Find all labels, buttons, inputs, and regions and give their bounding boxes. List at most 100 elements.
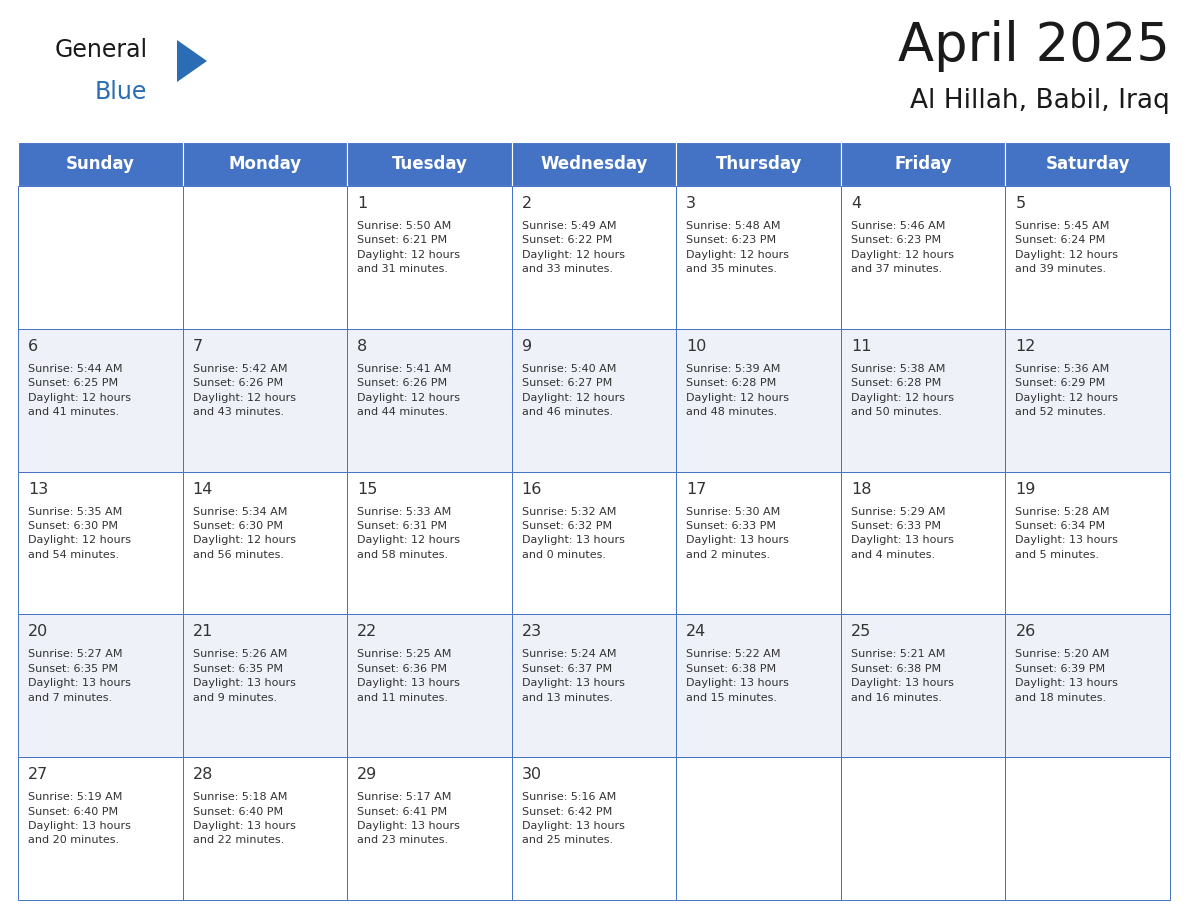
Text: 15: 15 [358, 482, 378, 497]
Text: Sunrise: 5:41 AM
Sunset: 6:26 PM
Daylight: 12 hours
and 44 minutes.: Sunrise: 5:41 AM Sunset: 6:26 PM Dayligh… [358, 364, 460, 417]
Text: Sunrise: 5:35 AM
Sunset: 6:30 PM
Daylight: 12 hours
and 54 minutes.: Sunrise: 5:35 AM Sunset: 6:30 PM Dayligh… [29, 507, 131, 560]
Text: Monday: Monday [228, 155, 302, 173]
Text: Sunrise: 5:27 AM
Sunset: 6:35 PM
Daylight: 13 hours
and 7 minutes.: Sunrise: 5:27 AM Sunset: 6:35 PM Dayligh… [29, 649, 131, 702]
Text: 30: 30 [522, 767, 542, 782]
Text: Sunrise: 5:28 AM
Sunset: 6:34 PM
Daylight: 13 hours
and 5 minutes.: Sunrise: 5:28 AM Sunset: 6:34 PM Dayligh… [1016, 507, 1118, 560]
Bar [18, 757, 183, 900]
Bar [841, 329, 1005, 472]
Text: Sunrise: 5:39 AM
Sunset: 6:28 PM
Daylight: 12 hours
and 48 minutes.: Sunrise: 5:39 AM Sunset: 6:28 PM Dayligh… [687, 364, 789, 417]
Text: Sunrise: 5:38 AM
Sunset: 6:28 PM
Daylight: 12 hours
and 50 minutes.: Sunrise: 5:38 AM Sunset: 6:28 PM Dayligh… [851, 364, 954, 417]
Bar [512, 329, 676, 472]
Bar [841, 614, 1005, 757]
Text: Sunrise: 5:25 AM
Sunset: 6:36 PM
Daylight: 13 hours
and 11 minutes.: Sunrise: 5:25 AM Sunset: 6:36 PM Dayligh… [358, 649, 460, 702]
Polygon shape [177, 40, 207, 82]
Bar [676, 614, 841, 757]
Text: 1: 1 [358, 196, 367, 211]
Bar [676, 142, 841, 186]
Bar [18, 472, 183, 614]
Text: Sunrise: 5:48 AM
Sunset: 6:23 PM
Daylight: 12 hours
and 35 minutes.: Sunrise: 5:48 AM Sunset: 6:23 PM Dayligh… [687, 221, 789, 274]
Text: Sunrise: 5:42 AM
Sunset: 6:26 PM
Daylight: 12 hours
and 43 minutes.: Sunrise: 5:42 AM Sunset: 6:26 PM Dayligh… [192, 364, 296, 417]
Text: 18: 18 [851, 482, 871, 497]
Text: 24: 24 [687, 624, 707, 640]
Text: 17: 17 [687, 482, 707, 497]
Bar [512, 757, 676, 900]
Bar [841, 142, 1005, 186]
Text: 28: 28 [192, 767, 213, 782]
Text: 19: 19 [1016, 482, 1036, 497]
Bar [1005, 329, 1170, 472]
Text: Thursday: Thursday [715, 155, 802, 173]
Bar [1005, 142, 1170, 186]
Text: Al Hillah, Babil, Iraq: Al Hillah, Babil, Iraq [910, 88, 1170, 114]
Text: Sunrise: 5:20 AM
Sunset: 6:39 PM
Daylight: 13 hours
and 18 minutes.: Sunrise: 5:20 AM Sunset: 6:39 PM Dayligh… [1016, 649, 1118, 702]
Text: 21: 21 [192, 624, 213, 640]
Bar [512, 614, 676, 757]
Bar [1005, 472, 1170, 614]
Bar [676, 472, 841, 614]
Bar [676, 186, 841, 329]
Text: Wednesday: Wednesday [541, 155, 647, 173]
Text: Sunrise: 5:30 AM
Sunset: 6:33 PM
Daylight: 13 hours
and 2 minutes.: Sunrise: 5:30 AM Sunset: 6:33 PM Dayligh… [687, 507, 789, 560]
Text: Sunrise: 5:36 AM
Sunset: 6:29 PM
Daylight: 12 hours
and 52 minutes.: Sunrise: 5:36 AM Sunset: 6:29 PM Dayligh… [1016, 364, 1118, 417]
Text: 29: 29 [358, 767, 378, 782]
Text: Sunrise: 5:26 AM
Sunset: 6:35 PM
Daylight: 13 hours
and 9 minutes.: Sunrise: 5:26 AM Sunset: 6:35 PM Dayligh… [192, 649, 296, 702]
Text: 2: 2 [522, 196, 532, 211]
Bar [347, 329, 512, 472]
Text: 6: 6 [29, 339, 38, 353]
Text: Sunrise: 5:40 AM
Sunset: 6:27 PM
Daylight: 12 hours
and 46 minutes.: Sunrise: 5:40 AM Sunset: 6:27 PM Dayligh… [522, 364, 625, 417]
Text: Sunday: Sunday [65, 155, 134, 173]
Bar [512, 186, 676, 329]
Text: Sunrise: 5:18 AM
Sunset: 6:40 PM
Daylight: 13 hours
and 22 minutes.: Sunrise: 5:18 AM Sunset: 6:40 PM Dayligh… [192, 792, 296, 845]
Bar [183, 329, 347, 472]
Text: 4: 4 [851, 196, 861, 211]
Bar [841, 472, 1005, 614]
Bar [512, 142, 676, 186]
Bar [183, 186, 347, 329]
Text: Sunrise: 5:22 AM
Sunset: 6:38 PM
Daylight: 13 hours
and 15 minutes.: Sunrise: 5:22 AM Sunset: 6:38 PM Dayligh… [687, 649, 789, 702]
Bar [347, 472, 512, 614]
Bar [841, 186, 1005, 329]
Bar [1005, 614, 1170, 757]
Text: 3: 3 [687, 196, 696, 211]
Bar [512, 472, 676, 614]
Bar [347, 614, 512, 757]
Bar [183, 142, 347, 186]
Bar [183, 757, 347, 900]
Text: Sunrise: 5:33 AM
Sunset: 6:31 PM
Daylight: 12 hours
and 58 minutes.: Sunrise: 5:33 AM Sunset: 6:31 PM Dayligh… [358, 507, 460, 560]
Text: Blue: Blue [95, 80, 147, 104]
Text: Sunrise: 5:29 AM
Sunset: 6:33 PM
Daylight: 13 hours
and 4 minutes.: Sunrise: 5:29 AM Sunset: 6:33 PM Dayligh… [851, 507, 954, 560]
Text: Sunrise: 5:45 AM
Sunset: 6:24 PM
Daylight: 12 hours
and 39 minutes.: Sunrise: 5:45 AM Sunset: 6:24 PM Dayligh… [1016, 221, 1118, 274]
Text: 7: 7 [192, 339, 203, 353]
Bar [18, 329, 183, 472]
Text: Sunrise: 5:46 AM
Sunset: 6:23 PM
Daylight: 12 hours
and 37 minutes.: Sunrise: 5:46 AM Sunset: 6:23 PM Dayligh… [851, 221, 954, 274]
Text: 26: 26 [1016, 624, 1036, 640]
Bar [183, 472, 347, 614]
Text: 14: 14 [192, 482, 213, 497]
Text: 25: 25 [851, 624, 871, 640]
Text: 11: 11 [851, 339, 871, 353]
Bar [841, 757, 1005, 900]
Text: 10: 10 [687, 339, 707, 353]
Bar [347, 757, 512, 900]
Bar [347, 186, 512, 329]
Bar [1005, 757, 1170, 900]
Text: 23: 23 [522, 624, 542, 640]
Bar [183, 614, 347, 757]
Text: 20: 20 [29, 624, 49, 640]
Bar [18, 142, 183, 186]
Text: Saturday: Saturday [1045, 155, 1130, 173]
Bar [18, 186, 183, 329]
Text: Sunrise: 5:50 AM
Sunset: 6:21 PM
Daylight: 12 hours
and 31 minutes.: Sunrise: 5:50 AM Sunset: 6:21 PM Dayligh… [358, 221, 460, 274]
Text: Sunrise: 5:32 AM
Sunset: 6:32 PM
Daylight: 13 hours
and 0 minutes.: Sunrise: 5:32 AM Sunset: 6:32 PM Dayligh… [522, 507, 625, 560]
Bar [676, 757, 841, 900]
Text: 27: 27 [29, 767, 49, 782]
Bar [347, 142, 512, 186]
Text: Sunrise: 5:24 AM
Sunset: 6:37 PM
Daylight: 13 hours
and 13 minutes.: Sunrise: 5:24 AM Sunset: 6:37 PM Dayligh… [522, 649, 625, 702]
Text: 16: 16 [522, 482, 542, 497]
Text: General: General [55, 38, 148, 62]
Text: Sunrise: 5:49 AM
Sunset: 6:22 PM
Daylight: 12 hours
and 33 minutes.: Sunrise: 5:49 AM Sunset: 6:22 PM Dayligh… [522, 221, 625, 274]
Text: 5: 5 [1016, 196, 1025, 211]
Text: April 2025: April 2025 [898, 20, 1170, 72]
Text: 9: 9 [522, 339, 532, 353]
Bar [676, 329, 841, 472]
